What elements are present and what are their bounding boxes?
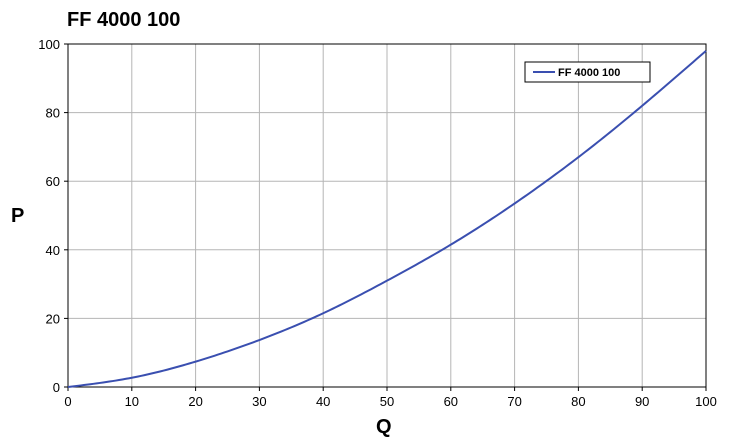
x-axis-label: Q xyxy=(376,416,392,438)
y-tick-label: 80 xyxy=(46,106,60,121)
x-tick-label: 90 xyxy=(635,394,649,409)
x-tick-label: 20 xyxy=(188,394,202,409)
x-tick-label: 0 xyxy=(64,394,71,409)
legend: FF 4000 100 xyxy=(525,62,650,82)
grid xyxy=(68,44,706,387)
y-axis-label: P xyxy=(11,205,24,227)
x-axis-ticks: 0 10 20 30 40 50 60 70 80 90 100 xyxy=(64,387,716,409)
x-tick-label: 40 xyxy=(316,394,330,409)
chart-title: FF 4000 100 xyxy=(67,9,180,31)
y-axis-ticks: 0 20 40 60 80 100 xyxy=(38,37,68,395)
y-tick-label: 100 xyxy=(38,37,60,52)
x-tick-label: 50 xyxy=(380,394,394,409)
x-tick-label: 100 xyxy=(695,394,717,409)
y-tick-label: 0 xyxy=(53,380,60,395)
y-tick-label: 60 xyxy=(46,174,60,189)
legend-label: FF 4000 100 xyxy=(558,67,620,79)
x-tick-label: 10 xyxy=(125,394,139,409)
x-tick-label: 60 xyxy=(444,394,458,409)
y-tick-label: 40 xyxy=(46,243,60,258)
x-tick-label: 30 xyxy=(252,394,266,409)
x-tick-label: 70 xyxy=(507,394,521,409)
x-tick-label: 80 xyxy=(571,394,585,409)
y-tick-label: 20 xyxy=(46,311,60,326)
